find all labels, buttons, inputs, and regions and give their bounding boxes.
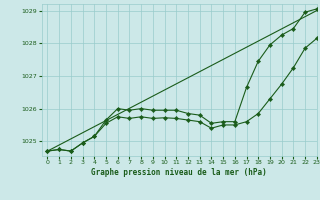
X-axis label: Graphe pression niveau de la mer (hPa): Graphe pression niveau de la mer (hPa)	[91, 168, 267, 177]
